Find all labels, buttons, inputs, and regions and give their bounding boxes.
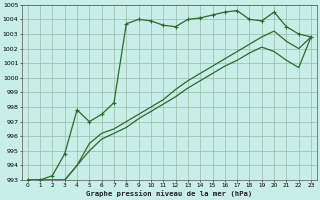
- X-axis label: Graphe pression niveau de la mer (hPa): Graphe pression niveau de la mer (hPa): [86, 190, 252, 197]
